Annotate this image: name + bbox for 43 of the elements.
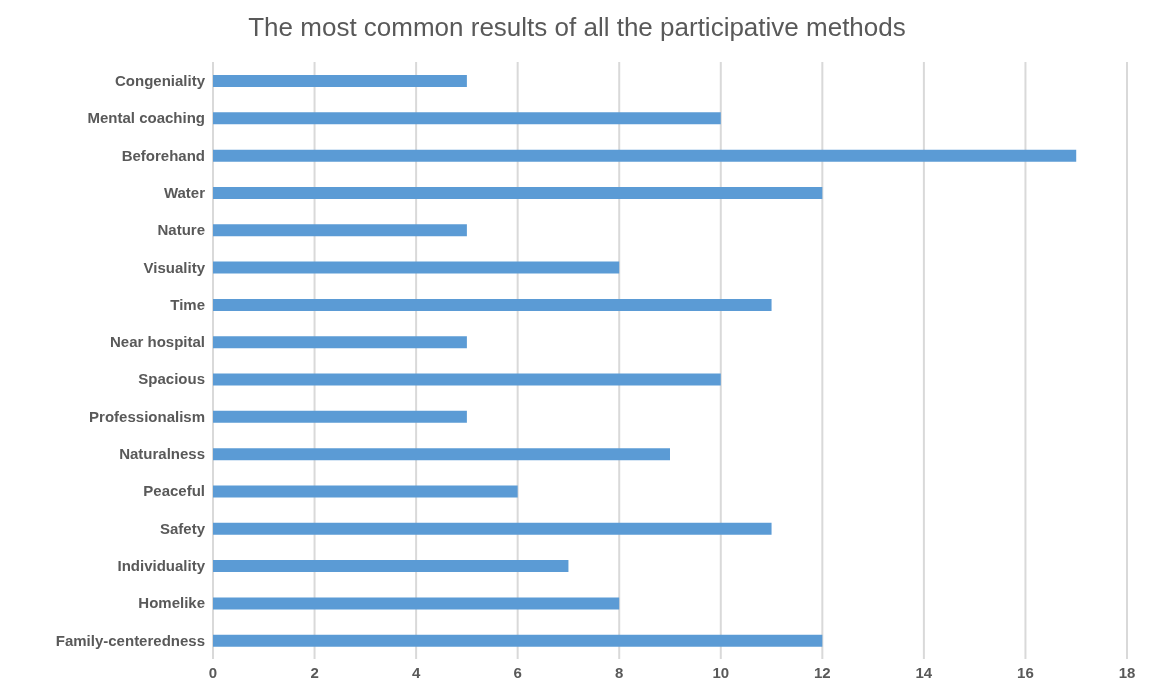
- y-tick-label: Naturalness: [119, 445, 205, 463]
- y-tick-label: Congeniality: [114, 71, 206, 89]
- chart-title: The most common results of all the participative methods: [247, 11, 907, 44]
- bar: [213, 634, 823, 647]
- bar: [213, 149, 1077, 162]
- y-tick-label: Peaceful: [143, 482, 205, 500]
- bar: [213, 373, 721, 386]
- bar: [213, 224, 467, 237]
- bar: [213, 522, 772, 535]
- x-tick-label: 6: [513, 663, 522, 681]
- bar: [213, 485, 518, 498]
- bar: [213, 75, 467, 87]
- bar: [213, 560, 569, 573]
- y-tick-label: Visuality: [143, 258, 206, 276]
- bar: [213, 410, 467, 423]
- y-tick-label: Nature: [157, 221, 205, 239]
- x-tick-label: 10: [712, 663, 730, 681]
- bar: [213, 298, 772, 311]
- bar: [213, 448, 670, 461]
- y-tick-label: Near hospital: [109, 333, 205, 351]
- x-tick-label: 2: [310, 663, 319, 681]
- y-tick-label: Beforehand: [121, 146, 205, 164]
- y-tick-label: Homelike: [138, 594, 205, 612]
- x-tick-label: 12: [813, 663, 831, 681]
- y-tick-label: Spacious: [138, 370, 205, 388]
- x-tick-label: 16: [1017, 663, 1034, 681]
- x-tick-label: 4: [411, 663, 421, 681]
- y-tick-label: Water: [163, 183, 206, 201]
- y-tick-label: Family-centeredness: [55, 631, 205, 649]
- x-tick-label: 8: [615, 663, 624, 681]
- x-tick-label: 0: [208, 663, 218, 681]
- y-tick-label: Safety: [159, 519, 206, 537]
- x-tick-label: 14: [915, 663, 933, 681]
- y-tick-label: Professionalism: [89, 407, 205, 425]
- bar: [213, 597, 620, 610]
- y-tick-label: Time: [170, 295, 205, 313]
- bar: [213, 261, 620, 274]
- bar: [213, 186, 823, 199]
- y-tick-label: Individuality: [117, 557, 206, 575]
- x-tick-label: 18: [1118, 663, 1136, 681]
- bar: [213, 336, 467, 349]
- bar: [213, 112, 721, 125]
- y-tick-label: Mental coaching: [87, 109, 205, 127]
